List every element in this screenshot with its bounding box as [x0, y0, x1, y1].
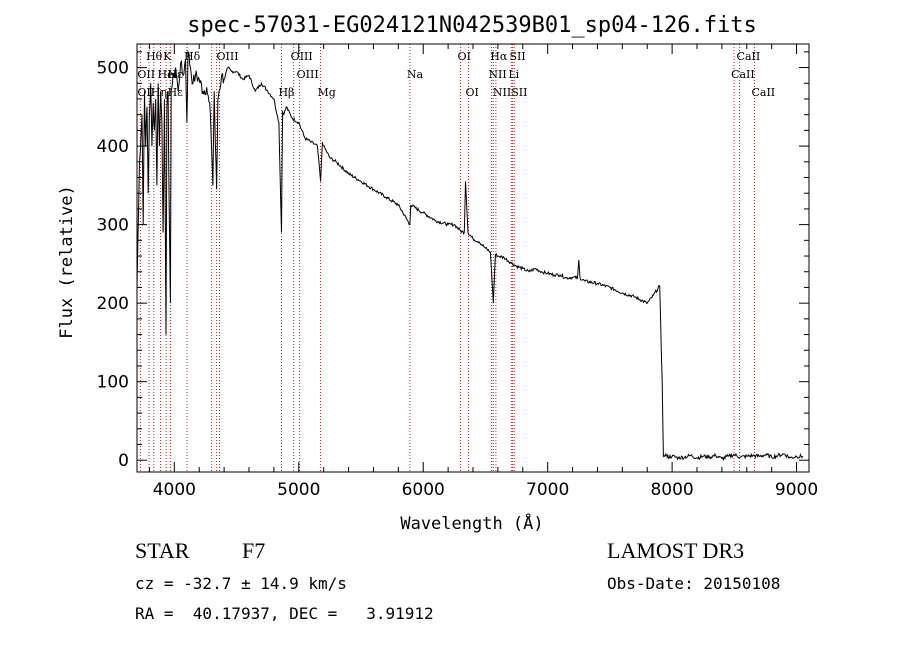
line-marker-label: Hη: [151, 86, 167, 99]
chart-title: spec-57031-EG024121N042539B01_sp04-126.f…: [187, 13, 757, 38]
x-tick-label: 4000: [153, 480, 196, 500]
y-tick-label: 500: [97, 59, 129, 79]
line-marker-label: NII: [493, 86, 511, 99]
line-marker-label: K: [163, 50, 172, 63]
line-marker-label: OII: [137, 68, 155, 81]
x-tick-label: 9000: [775, 480, 818, 500]
y-tick-label: 300: [97, 216, 129, 236]
line-marker-label: Hα: [490, 50, 508, 63]
x-tick-label: 6000: [402, 480, 445, 500]
y-axis-ticks: 0 100 200 300 400 500: [97, 51, 809, 471]
line-marker-label: Hε: [168, 86, 184, 99]
y-tick-label: 200: [97, 294, 129, 314]
line-marker-label: Li: [508, 68, 519, 81]
x-tick-label: 8000: [650, 480, 693, 500]
line-marker-label: NII: [488, 68, 506, 81]
line-marker-label: OIII: [291, 50, 313, 63]
y-axis-label: Flux (relative): [57, 185, 77, 339]
y-tick-label: 0: [118, 451, 129, 471]
redshift-cz: cz = -32.7 ± 14.9 km/s: [135, 574, 347, 593]
line-marker-label: OI: [466, 86, 479, 99]
line-marker-label: OIII: [217, 50, 239, 63]
x-axis-ticks: 4000 5000 6000 7000 8000 9000: [148, 44, 818, 500]
x-axis-label: Wavelength (Å): [400, 512, 543, 534]
line-marker-label: CaII: [751, 86, 775, 99]
flux-series-line: [136, 50, 804, 462]
line-marker-label: Hθ: [146, 50, 163, 63]
x-tick-label: 5000: [277, 480, 320, 500]
line-marker-label: Na: [407, 68, 424, 81]
line-marker-label: OI: [458, 50, 471, 63]
object-type: STAR: [135, 538, 190, 563]
line-marker-label: Hδ: [184, 50, 201, 63]
line-marker-label: SII: [509, 50, 525, 63]
line-marker-label: OIII: [297, 68, 319, 81]
line-marker-label: CaII: [731, 68, 755, 81]
spectral-subclass: F7: [242, 538, 266, 563]
x-tick-label: 7000: [526, 480, 569, 500]
y-tick-label: 100: [97, 373, 129, 393]
y-tick-label: 400: [97, 137, 129, 157]
line-marker-label: Hβ: [278, 86, 294, 99]
plot-frame: [136, 43, 810, 473]
line-marker-label: CaII: [737, 50, 761, 63]
line-marker-label: Mg: [318, 86, 336, 99]
line-marker-label: H: [167, 68, 177, 81]
survey-name: LAMOST DR3: [607, 538, 745, 563]
observation-date: Obs-Date: 20150108: [607, 574, 781, 593]
line-marker-label: SII: [511, 86, 527, 99]
coordinates: RA = 40.17937, DEC = 3.91912: [135, 604, 434, 623]
